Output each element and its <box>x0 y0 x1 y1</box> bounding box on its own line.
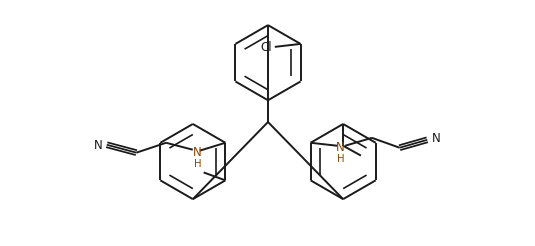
Text: H: H <box>194 158 202 169</box>
Text: N: N <box>432 132 440 145</box>
Text: N: N <box>336 141 345 154</box>
Text: N: N <box>94 139 102 152</box>
Text: H: H <box>337 154 344 164</box>
Text: N: N <box>193 146 202 159</box>
Text: Cl: Cl <box>260 41 272 54</box>
